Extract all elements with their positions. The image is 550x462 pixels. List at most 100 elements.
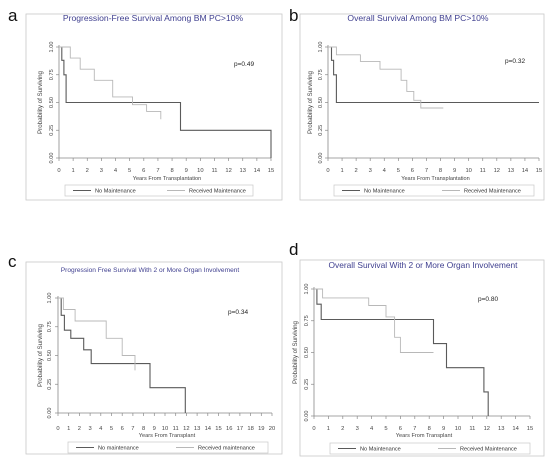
chart-3-x-tick-label: 14 bbox=[205, 426, 212, 432]
chart-4-y-tick-label: 0.25 bbox=[304, 379, 310, 390]
chart-3-y-tick-label: 0.00 bbox=[47, 408, 53, 419]
chart-1-x-tick-label: 8 bbox=[170, 168, 173, 174]
chart-2-x-tick-label: 12 bbox=[494, 168, 500, 174]
chart-4-x-tick-label: 1 bbox=[327, 426, 330, 432]
chart-3-x-tick-label: 6 bbox=[121, 426, 124, 432]
chart-3-x-tick-label: 9 bbox=[153, 426, 156, 432]
chart-3-x-tick-label: 18 bbox=[247, 426, 253, 432]
chart-2-legend-label: No Maintenance bbox=[364, 189, 405, 195]
chart-4-y-tick-label: 0.00 bbox=[304, 411, 310, 422]
chart-1-y-tick-label: 0.50 bbox=[49, 97, 55, 108]
chart-2-x-tick-label: 10 bbox=[465, 168, 471, 174]
chart-4-legend-label: Received Maintenance bbox=[460, 447, 517, 453]
chart-2-x-tick-label: 9 bbox=[453, 168, 456, 174]
chart-4-x-tick-label: 0 bbox=[312, 426, 315, 432]
chart-4-x-tick-label: 3 bbox=[356, 426, 359, 432]
chart-2-x-tick-label: 2 bbox=[355, 168, 358, 174]
chart-4-series-no-maintenance-line bbox=[314, 288, 489, 416]
chart-3-x-tick-label: 12 bbox=[183, 426, 189, 432]
panel-letter-c: c bbox=[8, 252, 17, 271]
chart-3-legend-label: Received maintenance bbox=[198, 446, 255, 452]
chart-4-frame bbox=[299, 259, 545, 457]
chart-2-x-tick-label: 13 bbox=[508, 168, 514, 174]
chart-1-x-tick-label: 0 bbox=[57, 168, 60, 174]
chart-1-x-label: Years From Transplantation bbox=[133, 176, 202, 182]
chart-4-x-tick-label: 7 bbox=[413, 426, 416, 432]
chart-3-x-tick-label: 20 bbox=[269, 426, 275, 432]
chart-1-y-tick-label: 0.75 bbox=[49, 69, 55, 80]
chart-4-x-tick-label: 9 bbox=[442, 426, 445, 432]
chart-3-x-tick-label: 13 bbox=[194, 426, 200, 432]
chart-1-x-tick-label: 15 bbox=[268, 168, 274, 174]
chart-4-x-tick-label: 5 bbox=[384, 426, 387, 432]
chart-4-series-received-maintenance-line bbox=[314, 288, 434, 353]
chart-3-x-tick-label: 0 bbox=[56, 426, 59, 432]
chart-4-p-value: p=0.80 bbox=[478, 296, 498, 303]
chart-2-x-tick-label: 6 bbox=[411, 168, 414, 174]
chart-3-x-tick-label: 8 bbox=[142, 426, 145, 432]
chart-1-series-received-maintenance-line bbox=[59, 46, 162, 120]
chart-3-x-tick-label: 17 bbox=[237, 426, 243, 432]
chart-1-x-tick-label: 14 bbox=[254, 168, 261, 174]
chart-3-legend-box bbox=[67, 441, 269, 454]
chart-2-x-tick-label: 0 bbox=[326, 168, 329, 174]
chart-2-legend-label: Received Maintenance bbox=[464, 189, 521, 195]
chart-2-legend-box bbox=[333, 184, 535, 197]
chart-3-x-tick-label: 4 bbox=[99, 426, 103, 432]
chart-2-y-tick-label: 1.00 bbox=[318, 42, 324, 53]
chart-4-x-tick-label: 4 bbox=[370, 426, 374, 432]
chart-1-x-tick-label: 4 bbox=[114, 168, 118, 174]
chart-3-y-tick-label: 0.75 bbox=[47, 321, 53, 332]
panel-letter-b: b bbox=[289, 6, 299, 25]
chart-1-title: Progression-Free Survival Among BM PC>10… bbox=[63, 13, 244, 23]
chart-4-x-tick-label: 12 bbox=[484, 426, 490, 432]
chart-3-series-no-maintenance-line bbox=[58, 297, 186, 413]
chart-3-series-received-maintenance-line bbox=[58, 297, 136, 371]
chart-1-x-tick-label: 1 bbox=[72, 168, 75, 174]
chart-3-title: Progression Free Survival With 2 or More… bbox=[61, 267, 240, 274]
chart-1-x-tick-label: 11 bbox=[211, 168, 217, 174]
chart-2-x-tick-label: 5 bbox=[397, 168, 400, 174]
chart-3-x-tick-label: 2 bbox=[78, 426, 81, 432]
chart-3-y-label: Probability of Surviving bbox=[37, 323, 44, 386]
chart-2-y-tick-label: 0.75 bbox=[318, 69, 324, 80]
chart-1-x-tick-label: 5 bbox=[128, 168, 131, 174]
chart-1-legend-label: No Maintenance bbox=[95, 189, 136, 195]
chart-3-x-label: Years From Transplant bbox=[139, 433, 196, 439]
chart-4-y-tick-label: 1.00 bbox=[304, 284, 310, 295]
chart-1-y-tick-label: 1.00 bbox=[49, 42, 55, 53]
chart-1-x-tick-label: 12 bbox=[225, 168, 231, 174]
chart-3-x-tick-label: 3 bbox=[88, 426, 91, 432]
chart-2-frame bbox=[299, 13, 545, 201]
chart-2-x-tick-label: 15 bbox=[536, 168, 542, 174]
chart-3-x-tick-label: 10 bbox=[162, 426, 168, 432]
chart-3-y-tick-label: 0.25 bbox=[47, 379, 53, 390]
chart-2-x-tick-label: 11 bbox=[480, 168, 486, 174]
chart-2-title: Overall Survival Among BM PC>10% bbox=[347, 13, 488, 23]
chart-2-y-tick-label: 0.00 bbox=[318, 153, 324, 164]
chart-1-p-value: p=0.49 bbox=[234, 61, 254, 68]
chart-1-x-tick-label: 3 bbox=[100, 168, 103, 174]
chart-3-y-tick-label: 0.50 bbox=[47, 350, 53, 361]
chart-4-legend-box bbox=[329, 442, 531, 455]
chart-2-x-tick-label: 14 bbox=[522, 168, 529, 174]
chart-2-x-tick-label: 4 bbox=[383, 168, 387, 174]
panel-letter-d: d bbox=[289, 240, 299, 259]
chart-1-y-label: Probability of Surviving bbox=[37, 70, 44, 133]
chart-3-p-value: p=0.34 bbox=[228, 309, 248, 316]
chart-4-x-tick-label: 15 bbox=[527, 426, 533, 432]
chart-2-x-tick-label: 7 bbox=[425, 168, 428, 174]
chart-3-x-tick-label: 15 bbox=[215, 426, 221, 432]
chart-2-series-no-maintenance-line bbox=[328, 46, 539, 104]
chart-4-title: Overall Survival With 2 or More Organ In… bbox=[329, 260, 519, 270]
chart-4-y-label: Probability of Surviving bbox=[292, 320, 299, 383]
chart-2-y-label: Probability of Surviving bbox=[307, 70, 314, 133]
chart-1-y-tick-label: 0.00 bbox=[49, 153, 55, 164]
chart-1-x-tick-label: 13 bbox=[240, 168, 246, 174]
chart-4-x-tick-label: 10 bbox=[455, 426, 461, 432]
chart-3-legend-label: No maintenance bbox=[98, 446, 139, 452]
chart-3-x-tick-label: 11 bbox=[173, 426, 179, 432]
chart-2-x-tick-label: 3 bbox=[369, 168, 372, 174]
chart-2-x-tick-label: 8 bbox=[439, 168, 442, 174]
